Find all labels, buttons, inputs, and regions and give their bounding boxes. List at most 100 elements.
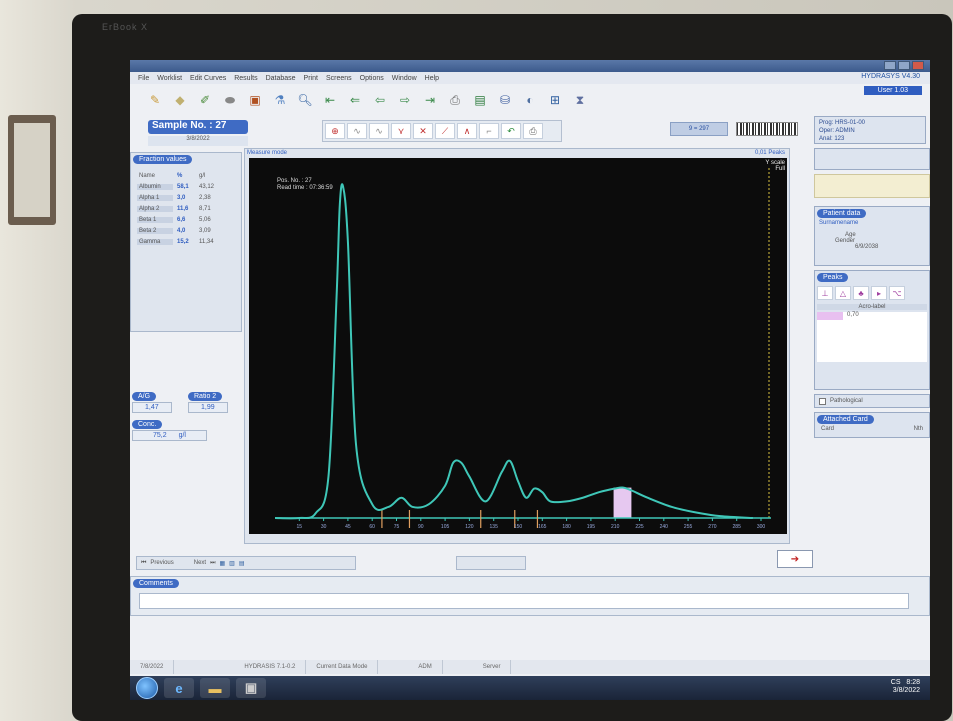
curve-tool-1-icon[interactable]: ∿ (347, 123, 367, 139)
fraction-name: Gamma (137, 238, 173, 245)
go-back-icon[interactable]: ⇦ (374, 93, 386, 107)
peak-tool-4-icon[interactable]: ▸ (871, 286, 887, 300)
curve-tool-4-icon[interactable]: ⟋ (435, 123, 455, 139)
peak-list[interactable]: 0,70 (817, 312, 927, 362)
first-icon[interactable]: ⏮ (141, 559, 147, 566)
curve-tool-6-icon[interactable]: ⌐ (479, 123, 499, 139)
comments-field[interactable] (139, 593, 909, 609)
fraction-val: 43,12 (199, 183, 215, 190)
next-button[interactable]: Next (193, 560, 207, 566)
electrophoresis-chart[interactable]: 15 30 45 60 75 90 105 120 135 150 165 180 195 210 225 2… (249, 158, 787, 534)
curve-delete-icon[interactable]: ✕ (413, 123, 433, 139)
peaks-sub: Acro-label (817, 304, 927, 310)
curve-tool-5-icon[interactable]: ∧ (457, 123, 477, 139)
card-label[interactable]: Card (821, 426, 835, 432)
measure-chart-panel: Measure mode 0,01 Peaks 15 30 45 60 75 90 105 1… (244, 148, 790, 544)
grid-icon[interactable]: ⊞ (549, 93, 561, 107)
print-icon[interactable]: ⎙ (450, 92, 460, 107)
menu-screens[interactable]: Screens (325, 74, 352, 82)
pencil-icon[interactable]: ✎ (149, 93, 161, 107)
app-window: File Worklist Edit Curves Results Database Pr… (130, 60, 930, 700)
curve-tool-3-icon[interactable]: ⋎ (391, 123, 411, 139)
monitor-brand: ErBook X (102, 22, 149, 32)
fraction-row[interactable]: Alpha 2 11,6 8,71 (137, 203, 235, 214)
tray-lang[interactable]: CS (890, 679, 901, 686)
page-control[interactable] (456, 556, 526, 570)
menu-worklist[interactable]: Worklist (157, 74, 183, 82)
fraction-row[interactable]: Gamma 15,2 11,34 (137, 236, 235, 247)
fraction-row[interactable]: Beta 2 4,0 3,09 (137, 225, 235, 236)
go-last-icon[interactable]: ⇥ (424, 93, 436, 107)
go-prev-icon[interactable]: ⇐ (349, 93, 361, 107)
x-tick-label: 240 (660, 524, 669, 530)
fraction-val: 11,34 (199, 238, 214, 245)
peak-tool-1-icon[interactable]: ⊥ (817, 286, 833, 300)
menu-edit-curves[interactable]: Edit Curves (190, 74, 227, 82)
grid-view-icon[interactable]: ▥ (229, 560, 235, 567)
menu-database[interactable]: Database (265, 74, 296, 82)
menu-options[interactable]: Options (359, 74, 384, 82)
sample-date: 3/8/2022 (148, 136, 248, 146)
x-tick-label: 255 (684, 524, 693, 530)
user-badge: User 1.03 (863, 86, 922, 95)
pathological-checkbox[interactable] (819, 397, 826, 405)
start-button[interactable] (136, 677, 158, 699)
zoom-icon[interactable]: ⊕ (325, 123, 345, 139)
patient-panel: Patient data Surnamename Age Gender 6/9/… (814, 206, 930, 266)
menu-help[interactable]: Help (424, 74, 440, 82)
paint-icon[interactable]: ⚗ (274, 93, 286, 107)
fraction-name: Beta 2 (137, 227, 173, 234)
peak-tool-3-icon[interactable]: ♣ (853, 286, 869, 300)
sample-navigation: ⏮ Previous Next ⏭ ▦ ▥ ▤ (136, 556, 356, 570)
app-task-icon[interactable]: ▣ (236, 678, 266, 698)
mode-tab[interactable]: Measure mode (247, 150, 288, 156)
sample-counter: 9 = 297 (670, 122, 728, 136)
menu-window[interactable]: Window (391, 74, 417, 82)
menu-results[interactable]: Results (234, 74, 258, 82)
undo-icon[interactable]: ↶ (501, 123, 521, 139)
curve-tool-2-icon[interactable]: ∿ (369, 123, 389, 139)
fraction-row[interactable]: Albumin 58,1 43,12 (137, 181, 235, 192)
ie-icon[interactable]: e (164, 678, 194, 698)
main-toolbar: ✎ ◆ ✐ ⬬ ▣ ⚗ 🔍︎ ⇤ ⇐ ⇦ ⇨ ⇥ ⎙ ▤ ⛁ ◐ ⊞ ⧗ (130, 85, 830, 115)
x-tick-label: 300 (757, 524, 766, 530)
eraser-icon[interactable]: ◆ (175, 93, 185, 107)
globe-icon[interactable]: ◐ (526, 93, 534, 107)
disk-icon[interactable]: ⛁ (499, 93, 511, 107)
minimize-button[interactable] (884, 61, 896, 70)
status-date: 7/8/2022 (130, 660, 175, 674)
list-view-icon[interactable]: ▦ (219, 560, 226, 567)
menu-print[interactable]: Print (303, 74, 318, 82)
y-scale-control[interactable]: Y scale Full (765, 160, 785, 172)
chart-svg: 15 30 45 60 75 90 105 120 135 150 165 180 195 210 225 2… (274, 168, 771, 530)
table-view-icon[interactable]: ▤ (238, 560, 245, 567)
peak-tool-2-icon[interactable]: △ (835, 286, 851, 300)
header-pct: % (177, 172, 183, 179)
fraction-name: Alpha 1 (137, 194, 173, 201)
x-tick-label: 210 (611, 524, 620, 530)
go-first-icon[interactable]: ⇤ (324, 93, 336, 107)
close-button[interactable] (912, 61, 924, 70)
brush-icon[interactable]: ✐ (199, 93, 211, 107)
fraction-row[interactable]: Beta 1 6,6 5,06 (137, 214, 235, 225)
menu-file[interactable]: File (138, 74, 150, 82)
last-icon[interactable]: ⏭ (210, 559, 216, 566)
fraction-row[interactable]: Alpha 1 3,0 2,38 (137, 192, 235, 203)
folder-icon[interactable]: ▬ (200, 678, 230, 698)
ag-ratio: A/G 1,47 (132, 392, 172, 413)
search-icon[interactable]: 🔍︎ (297, 93, 313, 107)
card-value: Nth (913, 426, 923, 432)
pathological-row[interactable]: Pathological (814, 394, 930, 408)
go-next-icon[interactable]: ⇨ (399, 93, 411, 107)
x-tick-label: 180 (562, 524, 571, 530)
rubber-icon[interactable]: ⬬ (224, 92, 236, 107)
previous-button[interactable]: Previous (150, 560, 174, 566)
monitor-icon[interactable]: ▤ (474, 93, 486, 107)
cube-icon[interactable]: ▣ (249, 93, 261, 107)
hourglass-icon[interactable]: ⧗ (575, 92, 585, 107)
maximize-button[interactable] (898, 61, 910, 70)
export-button[interactable]: ➔ (777, 550, 813, 568)
print-curve-icon[interactable]: ⎙ (523, 123, 543, 139)
conc-label: Conc. (132, 420, 163, 429)
peak-tool-5-icon[interactable]: ⌥ (889, 286, 905, 300)
